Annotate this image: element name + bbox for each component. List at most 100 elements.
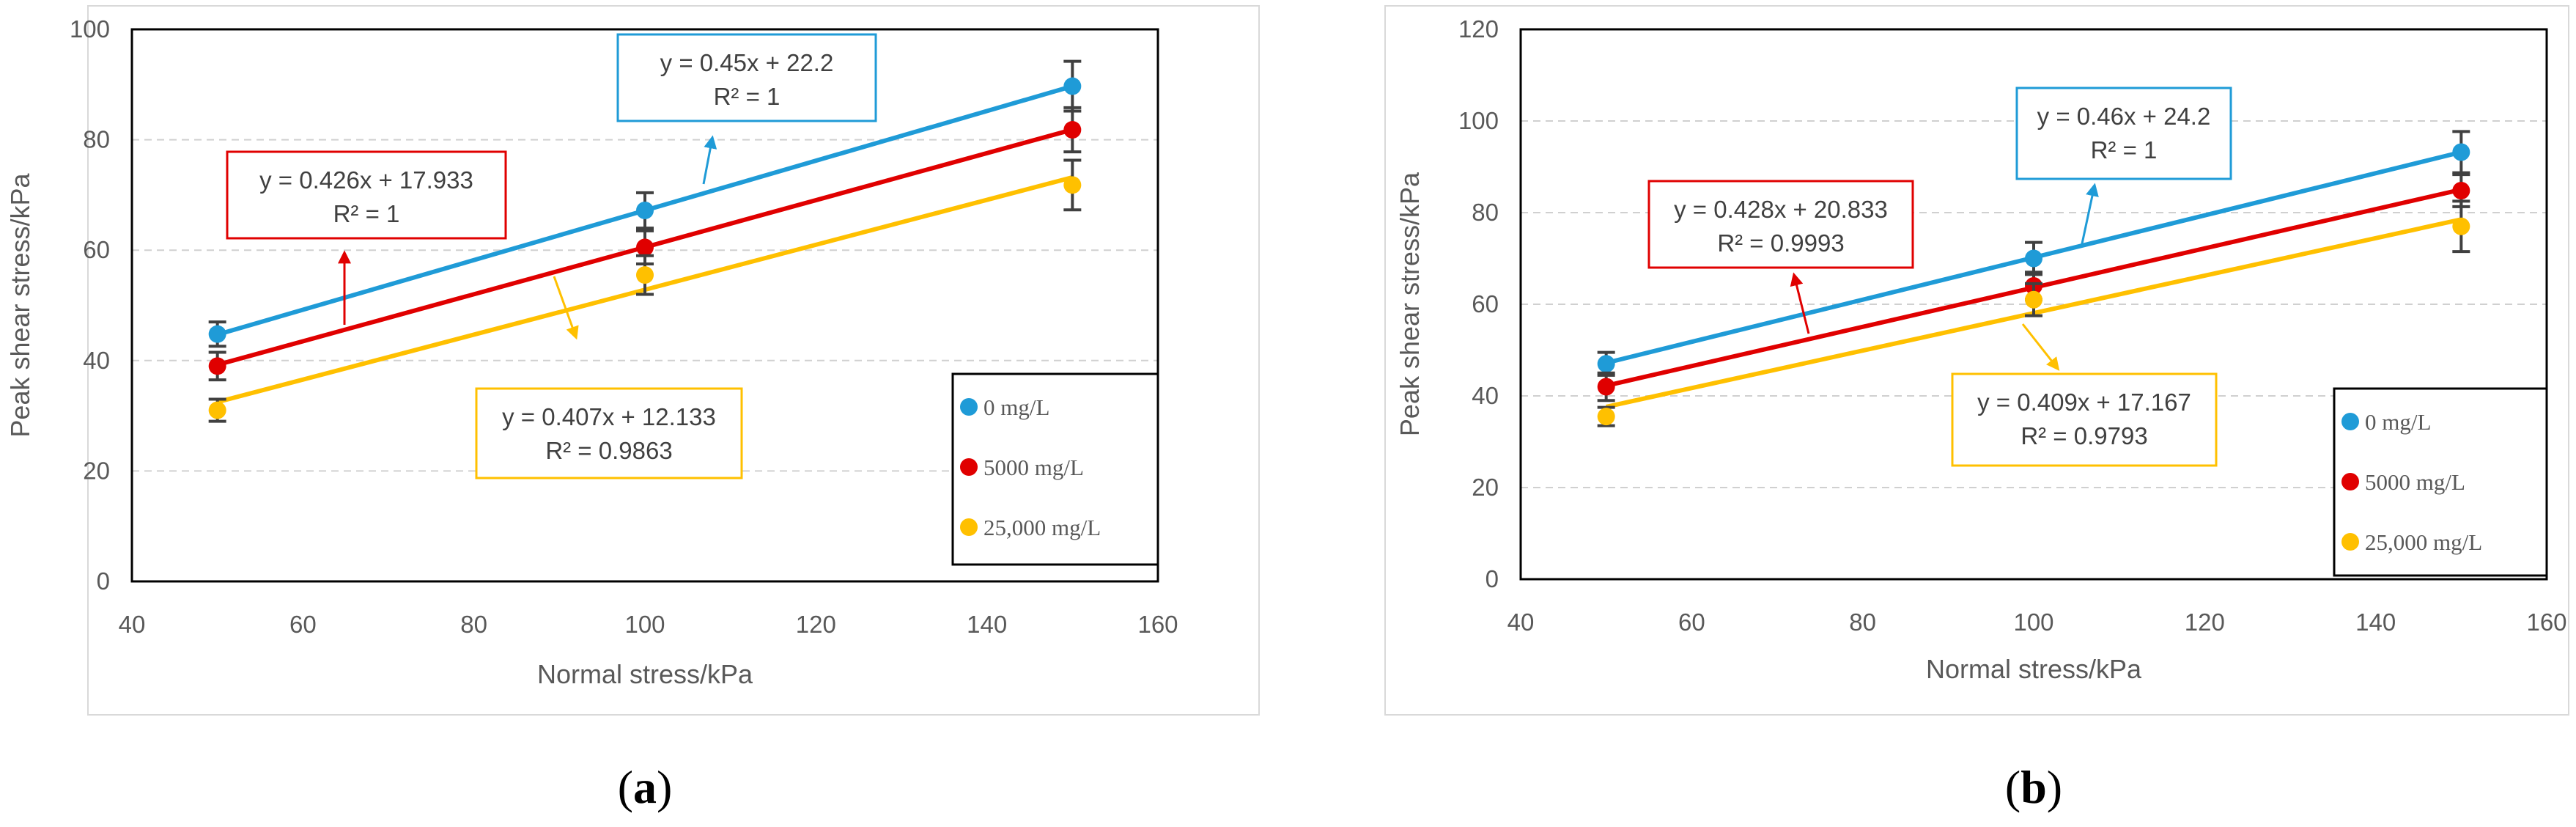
chart-panel-a: 0 20 40 60 80 100 40 60 80 100 120 140 160 Normal str… xyxy=(5,5,1260,813)
r-squared: R² = 1 xyxy=(714,83,780,110)
legend-marker xyxy=(2341,533,2359,551)
chart-frame xyxy=(87,5,1260,716)
data-point xyxy=(1597,378,1615,396)
caption-paren: ( xyxy=(618,761,633,813)
caption-letter: a xyxy=(633,761,657,813)
x-tick-label: 60 xyxy=(1678,609,1705,636)
trendline-equation: y = 0.407x + 12.133 xyxy=(502,403,716,430)
x-tick-label: 40 xyxy=(119,611,146,638)
y-axis-title: Peak shear stress/kPa xyxy=(5,172,35,437)
annotation-arrow xyxy=(1790,272,1810,334)
data-point xyxy=(2025,290,2042,309)
chart-panel-b: 0 20 40 60 80 100 120 40 60 80 100 120 140 160 Normal … xyxy=(1384,5,2569,813)
x-tick-label: 120 xyxy=(796,611,836,638)
r-squared: R² = 0.9993 xyxy=(1717,229,1844,257)
legend-label: 25,000 mg/L xyxy=(2365,529,2482,555)
data-point xyxy=(1063,77,1082,95)
data-point xyxy=(2025,249,2042,268)
trendline-equation: y = 0.45x + 22.2 xyxy=(660,49,834,76)
caption-letter: b xyxy=(2020,761,2047,813)
x-tick-label: 80 xyxy=(1849,609,1876,636)
y-tick-label: 60 xyxy=(83,236,110,263)
legend-label: 0 mg/L xyxy=(2365,409,2431,435)
legend-label: 0 mg/L xyxy=(983,394,1049,420)
legend-marker xyxy=(960,518,978,536)
trendline-equation: y = 0.426x + 17.933 xyxy=(259,166,473,194)
y-tick-label: 100 xyxy=(70,15,110,43)
y-tick-label: 0 xyxy=(1486,565,1499,592)
caption-paren: ) xyxy=(657,761,672,813)
y-axis-title: Peak shear stress/kPa xyxy=(1395,172,1425,436)
data-point xyxy=(1597,408,1615,426)
data-point xyxy=(636,201,654,219)
r-squared: R² = 0.9793 xyxy=(2020,422,2147,449)
r-squared: R² = 1 xyxy=(333,200,400,227)
data-point xyxy=(2452,143,2470,161)
legend-marker xyxy=(960,458,978,476)
data-point xyxy=(636,266,654,284)
equation-box xyxy=(616,33,877,122)
trendline-equation: y = 0.428x + 20.833 xyxy=(1674,196,1888,223)
data-point xyxy=(1597,355,1615,373)
legend xyxy=(951,372,1159,566)
equation-box xyxy=(1951,372,2218,467)
annotation-arrow xyxy=(2080,183,2099,248)
x-tick-label: 140 xyxy=(967,611,1007,638)
x-tick-label: 80 xyxy=(460,611,487,638)
data-point xyxy=(2452,182,2470,199)
r-squared: R² = 0.9863 xyxy=(545,437,672,464)
legend-label: 25,000 mg/L xyxy=(983,515,1101,540)
y-tick-label: 120 xyxy=(1458,15,1499,43)
r-squared: R² = 1 xyxy=(2091,136,2158,163)
equation-box xyxy=(475,387,743,479)
x-tick-label: 140 xyxy=(2355,609,2396,636)
caption-paren: ) xyxy=(2047,761,2062,813)
x-tick-label: 100 xyxy=(2013,609,2053,636)
trendline-equation: y = 0.46x + 24.2 xyxy=(2037,103,2211,130)
y-tick-label: 40 xyxy=(83,347,110,374)
equation-box xyxy=(2015,87,2232,180)
x-tick-label: 60 xyxy=(289,611,317,638)
annotation-arrow xyxy=(2021,323,2060,371)
chart-frame xyxy=(1384,5,2569,716)
legend-marker xyxy=(2341,473,2359,490)
x-tick-label: 160 xyxy=(2526,609,2566,636)
data-point xyxy=(636,238,654,257)
y-tick-label: 20 xyxy=(83,457,110,484)
x-axis-title: Normal stress/kPa xyxy=(1926,654,2142,684)
x-tick-label: 40 xyxy=(1507,609,1535,636)
equation-box xyxy=(226,150,507,240)
data-point xyxy=(1063,176,1082,194)
trendline-equation: y = 0.409x + 17.167 xyxy=(1977,389,2191,416)
y-tick-label: 0 xyxy=(97,567,110,595)
x-axis-title: Normal stress/kPa xyxy=(537,659,753,689)
x-tick-label: 100 xyxy=(624,611,665,638)
data-point xyxy=(208,325,226,343)
data-point xyxy=(1063,121,1082,139)
y-tick-label: 80 xyxy=(83,126,110,153)
annotation-arrow xyxy=(553,276,579,340)
y-tick-label: 100 xyxy=(1458,107,1499,134)
y-tick-label: 80 xyxy=(1472,199,1499,226)
legend-label: 5000 mg/L xyxy=(2365,469,2465,495)
data-point xyxy=(2452,217,2470,235)
data-point xyxy=(208,357,226,375)
y-tick-label: 40 xyxy=(1472,382,1499,409)
annotation-arrow xyxy=(702,135,717,185)
figure-caption: (b) xyxy=(2005,761,2062,813)
x-tick-label: 120 xyxy=(2185,609,2225,636)
legend xyxy=(2333,387,2548,577)
equation-box xyxy=(1647,180,1914,269)
plot-area-border xyxy=(130,28,1159,583)
data-point xyxy=(208,401,226,419)
plot-area-border xyxy=(1519,28,2548,581)
legend-marker xyxy=(2341,413,2359,430)
figure-caption: (a) xyxy=(618,761,673,813)
y-tick-label: 60 xyxy=(1472,290,1499,317)
caption-paren: ( xyxy=(2005,761,2020,813)
y-tick-label: 20 xyxy=(1472,474,1499,501)
legend-marker xyxy=(960,398,978,416)
x-tick-label: 160 xyxy=(1137,611,1178,638)
legend-label: 5000 mg/L xyxy=(983,455,1084,480)
